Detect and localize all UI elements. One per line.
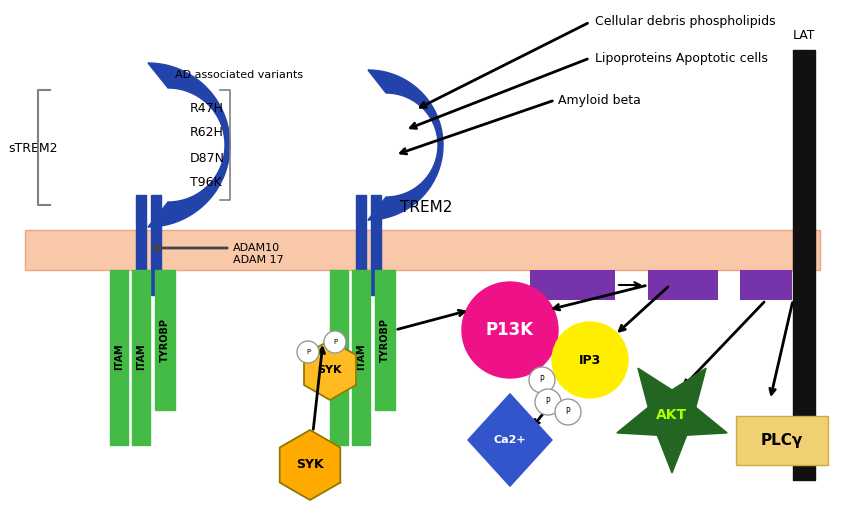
- Bar: [136, 195, 146, 295]
- Bar: [110, 270, 128, 445]
- Text: D87N: D87N: [190, 151, 225, 165]
- Polygon shape: [280, 430, 340, 500]
- Bar: [132, 270, 150, 445]
- Text: P: P: [333, 339, 337, 345]
- Bar: [740, 270, 792, 300]
- Text: TREM2: TREM2: [400, 200, 452, 215]
- Text: P: P: [306, 349, 310, 355]
- Text: IP3: IP3: [579, 353, 601, 367]
- Text: Lipoproteins Apoptotic cells: Lipoproteins Apoptotic cells: [595, 52, 768, 65]
- Text: TYROBP: TYROBP: [380, 318, 390, 362]
- Text: P: P: [540, 376, 544, 385]
- Text: R47H: R47H: [190, 102, 224, 115]
- FancyBboxPatch shape: [736, 416, 828, 465]
- Bar: [375, 270, 395, 410]
- Polygon shape: [148, 63, 230, 227]
- Text: TYROBP: TYROBP: [160, 318, 170, 362]
- Bar: [793, 50, 815, 480]
- Text: P13K: P13K: [486, 321, 534, 339]
- Polygon shape: [617, 368, 727, 473]
- Text: ITAM: ITAM: [114, 343, 124, 370]
- Bar: [352, 270, 370, 445]
- Bar: [371, 195, 381, 295]
- Bar: [530, 270, 615, 300]
- Text: SYK: SYK: [318, 365, 343, 375]
- Polygon shape: [468, 394, 552, 486]
- Polygon shape: [368, 70, 443, 220]
- Text: P: P: [546, 398, 550, 407]
- Text: R62H: R62H: [190, 126, 224, 139]
- Bar: [330, 270, 348, 445]
- Bar: [356, 195, 366, 295]
- Text: ITAM: ITAM: [334, 343, 344, 370]
- Text: PIP2: PIP2: [558, 280, 586, 290]
- Bar: [155, 270, 175, 410]
- Text: PIP3: PIP3: [669, 280, 697, 290]
- Text: PIP3: PIP3: [752, 280, 780, 290]
- Text: LAT: LAT: [793, 29, 815, 42]
- Text: ITAM: ITAM: [356, 343, 366, 370]
- Text: P: P: [566, 408, 570, 417]
- Text: sTREM2: sTREM2: [8, 141, 58, 155]
- Text: Cellular debris phospholipids: Cellular debris phospholipids: [595, 15, 775, 28]
- Circle shape: [297, 341, 319, 363]
- Circle shape: [555, 399, 581, 425]
- Polygon shape: [304, 340, 356, 400]
- Text: PLCγ: PLCγ: [761, 432, 803, 448]
- Text: Ca2+: Ca2+: [494, 435, 526, 445]
- Circle shape: [462, 282, 558, 378]
- Bar: [25, 230, 820, 270]
- Text: SYK: SYK: [296, 459, 324, 471]
- Text: ITAM: ITAM: [136, 343, 146, 370]
- Circle shape: [552, 322, 628, 398]
- Bar: [151, 195, 161, 295]
- Text: AKT: AKT: [656, 408, 688, 422]
- Bar: [648, 270, 718, 300]
- Text: Amyloid beta: Amyloid beta: [558, 94, 641, 107]
- Text: ADAM10
ADAM 17: ADAM10 ADAM 17: [233, 243, 284, 265]
- Circle shape: [529, 367, 555, 393]
- Text: T96K: T96K: [190, 177, 222, 189]
- Circle shape: [535, 389, 561, 415]
- Text: AD associated variants: AD associated variants: [175, 70, 303, 80]
- Circle shape: [324, 331, 346, 353]
